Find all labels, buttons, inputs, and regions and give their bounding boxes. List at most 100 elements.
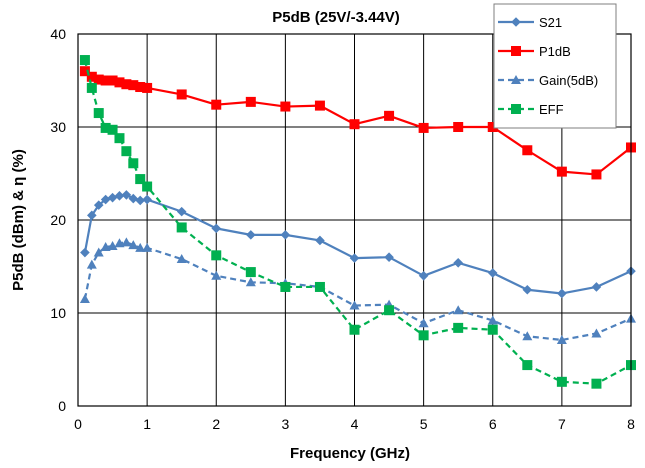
data-point	[114, 77, 125, 88]
data-point	[487, 122, 498, 132]
x-tick-label: 3	[281, 416, 289, 432]
data-point	[142, 242, 153, 252]
data-point	[107, 124, 118, 135]
data-point	[100, 75, 111, 86]
data-point	[384, 305, 395, 316]
series-p1db	[79, 66, 636, 180]
x-tick-label: 5	[420, 416, 428, 432]
data-point	[114, 238, 125, 248]
data-point	[314, 281, 325, 292]
data-point	[522, 284, 533, 295]
y-tick-label: 40	[50, 26, 66, 42]
data-point	[349, 253, 360, 263]
data-point	[591, 169, 602, 180]
data-point	[93, 247, 104, 257]
data-point	[487, 324, 498, 335]
data-point	[121, 146, 132, 157]
x-tick-label: 7	[558, 416, 566, 432]
legend-item: EFF	[498, 102, 564, 117]
data-point	[107, 192, 118, 203]
data-point	[80, 247, 90, 258]
legend-item: Gain(5dB)	[498, 73, 598, 88]
data-point	[245, 277, 256, 287]
data-point	[280, 230, 291, 240]
data-point	[100, 122, 111, 133]
series-line	[83, 59, 632, 385]
series-s21	[80, 190, 636, 299]
x-tick-label: 6	[489, 416, 497, 432]
data-point	[556, 376, 567, 387]
data-point	[176, 254, 187, 264]
data-point	[522, 360, 533, 371]
data-point	[453, 322, 464, 333]
data-point	[128, 80, 139, 91]
data-point	[556, 334, 567, 344]
data-point	[86, 71, 97, 82]
data-point	[246, 230, 256, 240]
data-point	[418, 122, 429, 133]
data-point	[121, 190, 132, 200]
data-point	[121, 237, 132, 247]
data-point	[453, 305, 464, 315]
y-tick-label: 20	[50, 212, 66, 228]
y-tick-label: 0	[58, 398, 66, 414]
chart-title: P5dB (25V/-3.44V)	[272, 9, 400, 26]
data-point	[211, 99, 222, 110]
data-point	[114, 191, 125, 201]
data-point	[93, 74, 104, 85]
data-point	[142, 82, 153, 93]
data-point	[245, 267, 256, 278]
legend-item: P1dB	[498, 44, 571, 59]
y-axis-label: P5dB (dBm) & η (%)	[10, 149, 27, 291]
data-point	[591, 328, 602, 338]
legend-label: P1dB	[539, 44, 571, 59]
data-point	[87, 210, 97, 221]
data-point	[511, 104, 521, 114]
data-point	[121, 79, 132, 90]
data-point	[384, 252, 394, 262]
data-point	[418, 271, 429, 281]
data-point	[128, 240, 139, 250]
data-point	[245, 96, 256, 107]
legend-label: EFF	[539, 102, 564, 117]
legend-label: S21	[539, 15, 562, 30]
data-point	[79, 55, 90, 66]
data-point	[128, 158, 139, 169]
data-point	[315, 235, 325, 246]
data-point	[418, 318, 429, 328]
data-point	[453, 257, 463, 268]
data-point	[591, 378, 602, 389]
series-eff	[79, 55, 636, 389]
data-point	[349, 300, 360, 310]
data-point	[511, 75, 521, 84]
data-point	[93, 200, 104, 210]
data-point	[100, 194, 111, 205]
data-point	[135, 82, 146, 93]
data-point	[591, 282, 602, 292]
data-point	[557, 288, 567, 299]
data-point	[511, 17, 521, 27]
data-point	[384, 110, 395, 121]
data-point	[86, 82, 97, 93]
data-point	[100, 241, 111, 251]
legend-label: Gain(5dB)	[539, 73, 598, 88]
data-point	[176, 206, 187, 217]
series-layer	[79, 55, 636, 389]
x-tick-label: 0	[74, 416, 82, 432]
data-point	[176, 89, 187, 100]
data-point	[556, 166, 567, 177]
data-point	[142, 181, 153, 192]
data-point	[135, 242, 146, 252]
data-point	[142, 194, 152, 205]
data-point	[86, 259, 97, 269]
data-point	[107, 75, 118, 86]
data-point	[114, 133, 125, 144]
x-axis-label: Frequency (GHz)	[290, 445, 410, 462]
data-point	[522, 145, 533, 156]
data-point	[487, 268, 498, 278]
y-tick-labels: 0 10 20 30 40	[50, 26, 66, 414]
data-point	[487, 315, 498, 325]
data-point	[128, 193, 139, 204]
x-tick-label: 8	[627, 416, 635, 432]
